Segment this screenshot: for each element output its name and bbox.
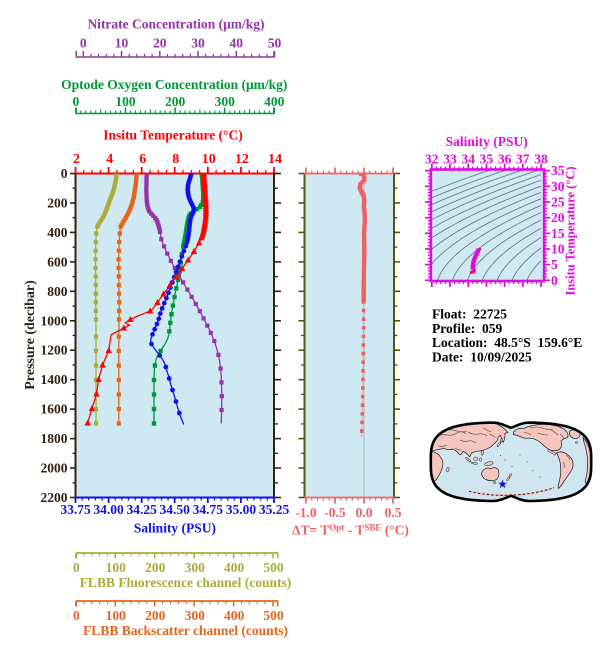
svg-text:100: 100 [106, 608, 127, 623]
svg-text:0: 0 [73, 560, 80, 575]
svg-text:Salinity (PSU): Salinity (PSU) [446, 134, 528, 149]
svg-text:0: 0 [73, 608, 80, 623]
svg-text:Profile: 059: Profile: 059 [432, 321, 502, 336]
svg-text:10: 10 [115, 36, 129, 51]
svg-text:0: 0 [73, 94, 80, 109]
svg-text:10: 10 [551, 242, 565, 257]
svg-text:1400: 1400 [41, 372, 68, 387]
svg-text:36: 36 [498, 152, 512, 167]
svg-text:-1.0: -1.0 [295, 505, 317, 520]
svg-text:34.25: 34.25 [127, 502, 158, 517]
svg-text:Insitu Temperature (°C): Insitu Temperature (°C) [564, 166, 578, 295]
svg-text:400: 400 [47, 225, 68, 240]
svg-text:200: 200 [145, 560, 166, 575]
svg-text:30: 30 [191, 36, 205, 51]
svg-text:Salinity (PSU): Salinity (PSU) [134, 521, 216, 536]
svg-text:100: 100 [106, 560, 127, 575]
svg-text:1200: 1200 [41, 343, 68, 358]
svg-text:0: 0 [61, 166, 68, 181]
svg-text:25: 25 [551, 195, 565, 210]
svg-text:200: 200 [165, 94, 186, 109]
svg-text:500: 500 [263, 560, 284, 575]
svg-text:300: 300 [215, 94, 236, 109]
svg-text:38: 38 [534, 152, 548, 167]
svg-text:1600: 1600 [41, 402, 68, 417]
svg-text:Optode Oxygen Concentration (μ: Optode Oxygen Concentration (μm/kg) [61, 77, 287, 92]
svg-text:400: 400 [264, 94, 285, 109]
svg-text:37: 37 [516, 152, 530, 167]
svg-text:FLBB Fluorescence channel (cou: FLBB Fluorescence channel (counts) [80, 575, 292, 590]
svg-text:33: 33 [443, 152, 457, 167]
svg-text:Float: 22725: Float: 22725 [432, 307, 507, 322]
svg-text:50: 50 [268, 36, 282, 51]
svg-text:2200: 2200 [41, 490, 68, 505]
svg-text:40: 40 [230, 36, 244, 51]
svg-text:12: 12 [235, 152, 249, 167]
svg-text:2: 2 [73, 152, 80, 167]
svg-text:20: 20 [153, 36, 167, 51]
svg-text:200: 200 [47, 196, 68, 211]
svg-text:6: 6 [139, 152, 146, 167]
svg-text:Insitu Temperature (°C): Insitu Temperature (°C) [103, 128, 242, 143]
svg-text:34.75: 34.75 [193, 502, 224, 517]
svg-text:4: 4 [106, 152, 113, 167]
svg-text:0: 0 [551, 273, 558, 288]
svg-text:600: 600 [47, 254, 68, 269]
svg-text:10: 10 [202, 152, 216, 167]
svg-text:20: 20 [551, 210, 565, 225]
svg-text:5: 5 [551, 257, 558, 272]
svg-text:14: 14 [268, 152, 282, 167]
svg-text:33.75: 33.75 [60, 502, 91, 517]
svg-text:400: 400 [224, 608, 245, 623]
svg-text:30: 30 [551, 179, 565, 194]
svg-text:Pressure (decibar): Pressure (decibar) [23, 280, 38, 390]
svg-text:32: 32 [425, 152, 439, 167]
svg-text:0.5: 0.5 [385, 505, 402, 520]
svg-text:Location: 48.5°S 159.6°E: Location: 48.5°S 159.6°E [432, 335, 582, 350]
svg-text:1000: 1000 [41, 313, 68, 328]
svg-text:35.00: 35.00 [226, 502, 257, 517]
svg-text:300: 300 [185, 560, 206, 575]
svg-text:800: 800 [47, 284, 68, 299]
svg-text:FLBB Backscatter channel (coun: FLBB Backscatter channel (counts) [83, 623, 288, 638]
svg-text:-0.5: -0.5 [324, 505, 346, 520]
svg-text:1800: 1800 [41, 431, 68, 446]
svg-text:35: 35 [480, 152, 494, 167]
svg-text:200: 200 [145, 608, 166, 623]
svg-text:300: 300 [185, 608, 206, 623]
svg-text:0.0: 0.0 [356, 505, 373, 520]
svg-text:34: 34 [461, 152, 475, 167]
svg-text:Nitrate Concentration (μm/kg): Nitrate Concentration (μm/kg) [87, 17, 264, 32]
svg-text:400: 400 [224, 560, 245, 575]
svg-text:2000: 2000 [41, 461, 68, 476]
svg-text:15: 15 [551, 226, 565, 241]
svg-text:34.50: 34.50 [160, 502, 191, 517]
svg-text:0: 0 [80, 36, 87, 51]
svg-text:100: 100 [115, 94, 136, 109]
svg-text:ΔT= TOpt - TSBE (°C): ΔT= TOpt - TSBE (°C) [292, 523, 409, 538]
svg-text:Date: 10/09/2025: Date: 10/09/2025 [432, 349, 532, 364]
svg-text:35: 35 [551, 163, 565, 178]
svg-text:500: 500 [263, 608, 284, 623]
svg-text:34.00: 34.00 [93, 502, 124, 517]
svg-text:35.25: 35.25 [259, 502, 290, 517]
svg-text:8: 8 [172, 152, 179, 167]
